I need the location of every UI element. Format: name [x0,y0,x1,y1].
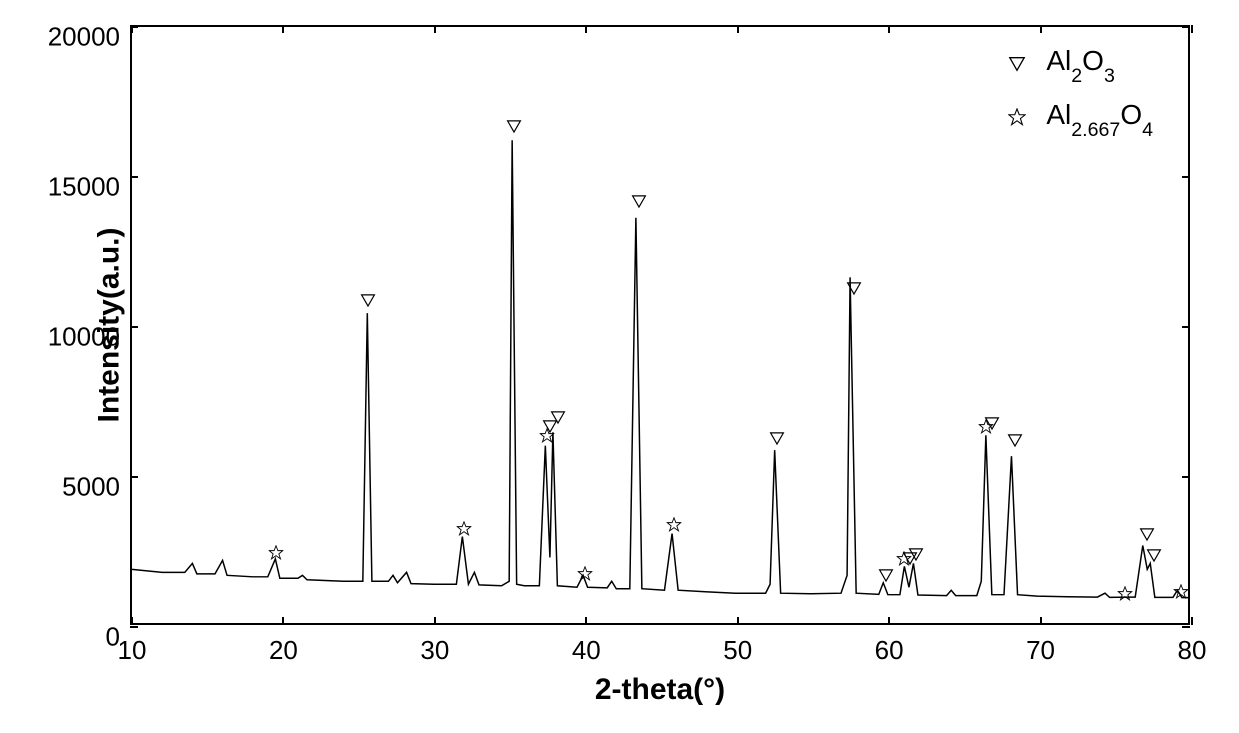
triangle-icon [1006,53,1028,75]
star-marker [456,521,471,541]
legend-label-1: Al2O3 [1046,45,1115,83]
triangle-marker [769,431,785,452]
triangle-marker [984,416,1000,437]
triangle-marker [1139,527,1155,548]
triangle-marker [631,194,647,215]
legend: Al2O3 Al2.667O4 [1006,45,1153,152]
xrd-chart: 05000100001500020000 1020304050607080 Al… [130,25,1190,625]
triangle-marker [1007,432,1023,453]
star-marker [577,566,592,586]
plot-area: 05000100001500020000 1020304050607080 Al… [130,25,1190,625]
triangle-marker [550,410,566,431]
x-tick-label: 50 [723,623,752,666]
triangle-marker [506,119,522,140]
x-tick-label: 10 [118,623,147,666]
star-marker [1174,584,1189,604]
star-marker [1118,586,1133,606]
x-tick-label: 30 [420,623,449,666]
y-tick-label: 5000 [62,472,132,503]
x-tick-label: 70 [1026,623,1055,666]
legend-item-al2o3: Al2O3 [1006,45,1153,83]
triangle-marker [846,281,862,302]
star-icon [1006,106,1028,128]
x-tick-label: 20 [269,623,298,666]
star-marker [268,545,283,565]
triangle-marker [1146,548,1162,569]
y-tick-label: 15000 [48,172,132,203]
triangle-marker [908,546,924,567]
x-tick-label: 60 [875,623,904,666]
x-axis-label: 2-theta(°) [595,673,725,707]
star-marker [667,517,682,537]
triangle-marker [878,567,894,588]
y-axis-label: Intensity(a.u.) [93,227,127,422]
legend-item-al2667o4: Al2.667O4 [1006,99,1153,137]
x-tick-label: 80 [1178,623,1207,666]
x-tick-label: 40 [572,623,601,666]
triangle-marker [360,293,376,314]
legend-label-2: Al2.667O4 [1046,99,1153,137]
y-tick-label: 20000 [48,22,132,53]
